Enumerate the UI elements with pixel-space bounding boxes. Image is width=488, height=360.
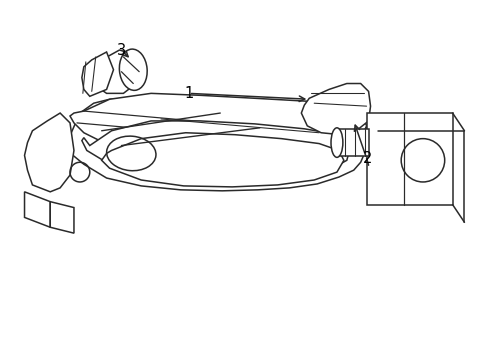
Polygon shape [336,129,368,156]
Polygon shape [366,113,452,204]
Polygon shape [81,121,350,180]
Polygon shape [24,113,74,192]
Ellipse shape [119,49,147,90]
Ellipse shape [330,128,342,157]
Text: 1: 1 [184,86,193,101]
Polygon shape [301,84,370,135]
Polygon shape [81,52,113,96]
Text: 2: 2 [363,151,372,166]
Text: 3: 3 [117,43,125,58]
Polygon shape [24,192,50,227]
Polygon shape [50,202,74,233]
Polygon shape [57,98,368,191]
Polygon shape [92,50,139,93]
Polygon shape [70,93,366,156]
Polygon shape [102,133,343,187]
